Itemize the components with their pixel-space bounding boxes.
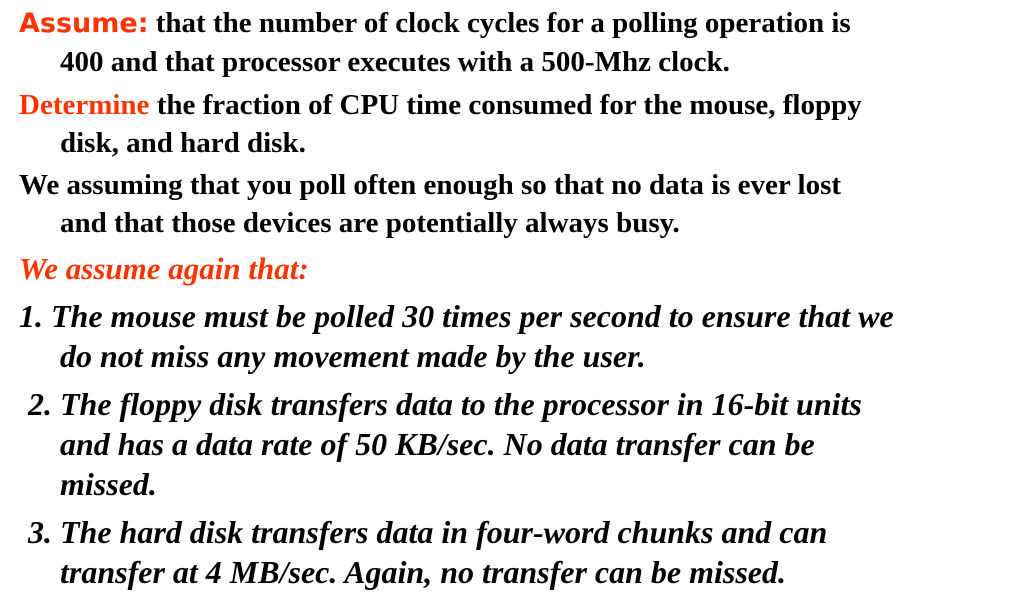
list-item-mouse-line-2: do not miss any movement made by the use…	[60, 338, 646, 374]
list-item-hard-disk-line-1: 3. The hard disk transfers data in four-…	[28, 514, 828, 550]
assume-text-1: that the number of clock cycles for a po…	[155, 7, 851, 39]
assume-paragraph: Assume: that the number of clock cycles …	[19, 4, 851, 81]
determine-text-1: the fraction of CPU time consumed for th…	[156, 89, 862, 121]
assume-again-heading: We assume again that:	[19, 251, 309, 286]
assume-line-2: 400 and that processor executes with a 5…	[60, 46, 730, 78]
determine-keyword: Determine	[19, 89, 150, 121]
list-item-floppy-line-1: 2. The floppy disk transfers data to the…	[28, 386, 862, 422]
assuming-paragraph: We assuming that you poll often enough s…	[19, 166, 841, 242]
determine-line-2: disk, and hard disk.	[60, 127, 306, 159]
list-item-mouse: 1. The mouse must be polled 30 times per…	[19, 296, 894, 376]
list-item-hard-disk-line-2: transfer at 4 MB/sec. Again, no transfer…	[60, 554, 786, 590]
determine-paragraph: Determine the fraction of CPU time consu…	[19, 86, 862, 162]
list-item-floppy-line-2: and has a data rate of 50 KB/sec. No dat…	[60, 426, 815, 462]
assuming-line-1: We assuming that you poll often enough s…	[19, 169, 842, 201]
assume-keyword: Assume:	[19, 8, 149, 39]
list-item-floppy-line-3: missed.	[60, 466, 157, 502]
assume-line-1: Assume: that the number of clock cycles …	[19, 4, 851, 43]
list-item-floppy: 2. The floppy disk transfers data to the…	[28, 384, 862, 504]
determine-line-1: Determine the fraction of CPU time consu…	[19, 86, 862, 124]
assuming-line-2: and that those devices are potentially a…	[60, 207, 680, 239]
list-item-mouse-line-1: 1. The mouse must be polled 30 times per…	[19, 298, 894, 334]
list-item-hard-disk: 3. The hard disk transfers data in four-…	[28, 512, 827, 592]
